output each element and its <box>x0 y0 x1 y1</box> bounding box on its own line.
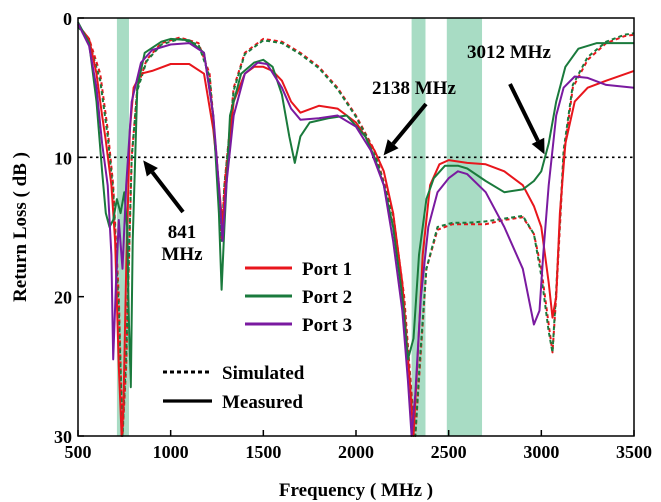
annotation-arrow-shaft <box>391 102 428 146</box>
x-tick-label: 2500 <box>431 442 467 462</box>
annotation-label: 841 <box>168 222 197 243</box>
annotation-label: 2138 MHz <box>372 78 456 99</box>
annotation-arrow-head <box>383 139 399 156</box>
x-tick-label: 2000 <box>338 442 374 462</box>
legend-label: Port 2 <box>302 287 352 308</box>
annotation-arrow-head <box>531 137 545 155</box>
annotation-arrow-shaft <box>508 83 540 142</box>
x-tick-label: 3500 <box>616 442 652 462</box>
series-port-3-measured <box>77 23 635 437</box>
annotation-arrow-head <box>143 160 158 177</box>
legend-label: Measured <box>222 392 303 413</box>
x-tick-label: 1500 <box>245 442 281 462</box>
annotation-label: MHz <box>161 244 203 265</box>
y-tick-label: 30 <box>54 427 72 447</box>
annotation-arrow-shaft <box>150 170 185 214</box>
x-axis-label: Frequency ( MHz ) <box>279 480 433 501</box>
x-tick-label: 3000 <box>523 442 559 462</box>
y-tick-label: 10 <box>54 148 72 168</box>
legend: Port 1 Port 2 Port 3 Simulated Measured <box>163 259 352 413</box>
x-tick-label: 500 <box>65 442 92 462</box>
series-port-2-measured <box>77 21 634 389</box>
series-port-1-simulated <box>77 24 635 437</box>
axis-ticks: 500 1000 1500 2000 2500 3000 3500 0 10 20 30 <box>54 9 652 462</box>
plot-frame <box>77 17 635 437</box>
shaded-band-3 <box>446 18 483 436</box>
series-port-1-measured <box>77 24 635 437</box>
series-port-2-simulated <box>77 25 635 437</box>
legend-label: Port 1 <box>302 259 352 280</box>
annotation-label: 3012 MHz <box>467 42 551 63</box>
series-layer <box>77 21 635 437</box>
legend-label: Port 3 <box>302 315 352 336</box>
legend-label: Simulated <box>222 363 305 384</box>
y-tick-label: 20 <box>54 288 72 308</box>
y-tick-label: 0 <box>63 9 72 29</box>
x-tick-label: 1000 <box>153 442 189 462</box>
y-axis-label: Return Loss ( dB ) <box>10 152 31 302</box>
